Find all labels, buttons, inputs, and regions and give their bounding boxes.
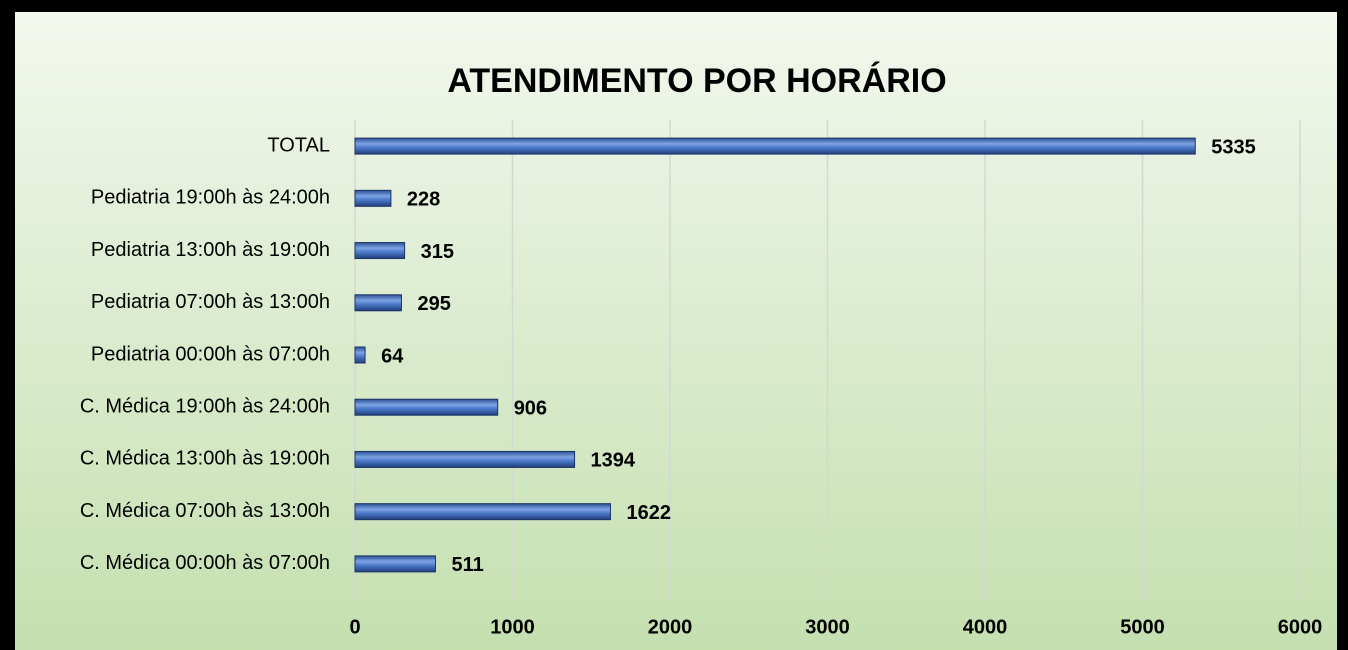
bar: [354, 189, 392, 207]
bar: [354, 555, 436, 573]
chart-background: [15, 12, 1337, 650]
y-tick-label: Pediatria 13:00h às 19:00h: [91, 239, 330, 261]
chart-title: ATENDIMENTO POR HORÁRIO: [447, 62, 946, 100]
y-tick-label: C. Médica 07:00h às 13:00h: [80, 500, 330, 522]
x-tick-label: 4000: [963, 616, 1008, 638]
y-tick-label: C. Médica 00:00h às 07:00h: [80, 552, 330, 574]
bar: [354, 450, 576, 468]
x-tick-label: 1000: [490, 616, 535, 638]
bar: [354, 503, 611, 521]
y-tick-label: C. Médica 13:00h às 19:00h: [80, 448, 330, 470]
value-label: 1394: [591, 450, 636, 472]
y-tick-label: Pediatria 00:00h às 07:00h: [91, 343, 330, 365]
value-label: 906: [514, 398, 547, 420]
value-label: 1622: [626, 502, 671, 524]
x-tick-label: 6000: [1278, 616, 1323, 638]
bar: [354, 242, 406, 260]
bar: [354, 398, 499, 416]
x-tick-label: 3000: [805, 616, 850, 638]
x-tick-label: 0: [349, 616, 360, 638]
bar: [354, 137, 1196, 155]
value-label: 511: [451, 554, 483, 576]
y-tick-label: Pediatria 19:00h às 24:00h: [91, 187, 330, 209]
y-tick-label: Pediatria 07:00h às 13:00h: [91, 291, 330, 313]
bar: [354, 346, 366, 364]
value-label: 228: [407, 189, 440, 211]
x-tick-label: 2000: [648, 616, 693, 638]
y-tick-label: C. Médica 19:00h às 24:00h: [80, 396, 330, 418]
value-label: 64: [381, 345, 404, 367]
value-label: 295: [417, 293, 450, 315]
bar: [354, 294, 402, 312]
value-label: 315: [421, 241, 454, 263]
value-label: 5335: [1211, 136, 1256, 158]
y-tick-label: TOTAL: [267, 134, 330, 156]
x-tick-label: 5000: [1120, 616, 1165, 638]
